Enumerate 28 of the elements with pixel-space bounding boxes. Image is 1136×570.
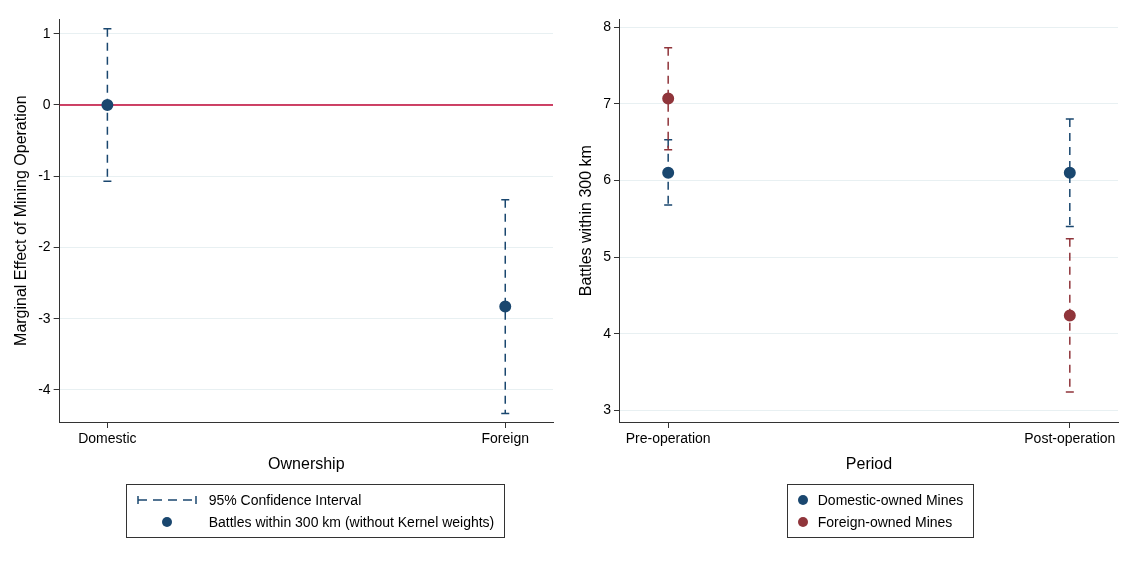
x-tick-label: Pre-operation [625, 430, 711, 447]
point [662, 92, 675, 105]
point [1063, 309, 1076, 322]
y-tick-label: 0 [42, 95, 51, 112]
x-tick-label: Foreign [481, 430, 529, 447]
y-tick-label: 7 [603, 94, 612, 111]
legend-label: Battles within 300 km (without Kernel weights) [208, 514, 495, 530]
y-tick-label: 3 [603, 401, 612, 418]
x-tick-label: Domestic [78, 430, 137, 447]
x-axis-title: Ownership [268, 454, 345, 472]
point [1063, 166, 1076, 179]
y-tick-label: 5 [603, 247, 612, 264]
y-tick-label: -2 [38, 238, 51, 255]
y-axis-title: Battles within 300 km [577, 145, 595, 297]
x-axis-title: Period [845, 454, 893, 472]
point [662, 166, 675, 179]
y-axis-title: Marginal Effect of Mining Operation [12, 95, 30, 346]
y-tick-label: -3 [38, 309, 51, 326]
y-tick-label: 8 [603, 17, 612, 34]
y-tick-label: 1 [42, 24, 51, 41]
text: 95% Confidence Interval [208, 492, 362, 508]
y-tick-label: -1 [38, 167, 51, 184]
y-tick-label: -4 [38, 380, 51, 397]
x-tick-label: Post-operation [1024, 430, 1116, 447]
legend-label: Domestic-owned Mines [817, 492, 964, 508]
y-tick-label: 6 [603, 171, 612, 188]
y-tick-label: 4 [603, 324, 612, 341]
legend-label: Foreign-owned Mines [817, 514, 953, 530]
